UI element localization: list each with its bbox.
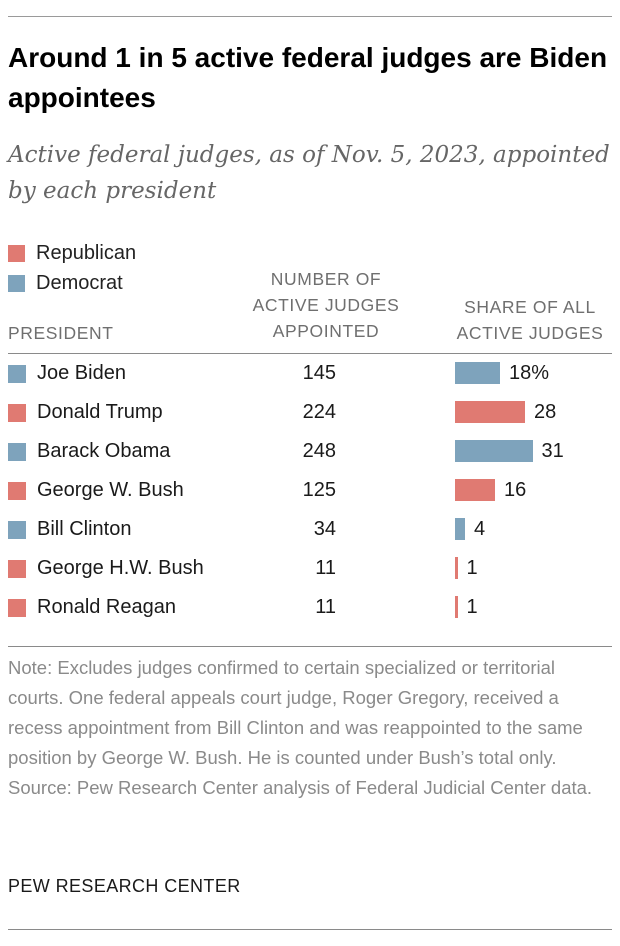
legend-item-republican: Republican [8,242,136,264]
party-swatch-donald-trump [8,404,26,422]
share-label-george-w-bush: 16 [504,479,527,501]
judge-count-george-h-w-bush: 11 [315,557,336,579]
chart-source: Source: Pew Research Center analysis of … [8,777,593,798]
legend-item-democrat: Democrat [8,272,123,294]
share-label-ronald-reagan: 1 [466,596,478,618]
chart-notes: Note: Excludes judges confirmed to certa… [8,653,614,803]
table-row-barack-obama: Barack Obama 248 31 [0,432,620,471]
table-row-joe-biden: Joe Biden 145 18% [0,354,620,393]
bottom-divider [8,929,612,930]
judge-count-george-w-bush: 125 [302,479,336,501]
table-row-donald-trump: Donald Trump 224 28 [0,393,620,432]
legend-label-democrat: Democrat [36,271,123,294]
party-swatch-joe-biden [8,365,26,383]
header-divider [8,353,612,354]
column-header-president: PRESIDENT [8,323,114,343]
column-header-count: NUMBER OF ACTIVE JUDGES APPOINTED [240,266,412,344]
table-row-ronald-reagan: Ronald Reagan 11 1 [0,588,620,627]
table-row-george-h-w-bush: George H.W. Bush 11 1 [0,549,620,588]
party-swatch-george-w-bush [8,482,26,500]
top-divider [8,16,612,17]
chart-note: Note: Excludes judges confirmed to certa… [8,657,583,768]
legend-label-republican: Republican [36,241,137,264]
table-row-bill-clinton: Bill Clinton 34 4 [0,510,620,549]
column-header-count-line-2: ACTIVE JUDGES [252,295,400,315]
share-bar-barack-obama [455,440,533,462]
share-label-bill-clinton: 4 [474,518,486,540]
president-name-joe-biden: Joe Biden [37,362,126,384]
legend-swatch-democrat [8,274,25,292]
president-name-ronald-reagan: Ronald Reagan [37,596,176,618]
share-label-donald-trump: 28 [534,401,557,423]
share-bar-donald-trump [455,401,525,423]
column-header-share-line-1: SHARE OF ALL [464,297,596,317]
share-label-barack-obama: 31 [541,440,564,462]
president-name-bill-clinton: Bill Clinton [37,518,132,540]
column-header-count-line-3: APPOINTED [272,321,380,341]
judge-count-barack-obama: 248 [302,440,336,462]
president-name-george-h-w-bush: George H.W. Bush [37,557,204,579]
legend-swatch-republican [8,244,25,262]
table-row-george-w-bush: George W. Bush 125 16 [0,471,620,510]
share-bar-george-w-bush [455,479,495,501]
share-label-joe-biden: 18% [509,362,550,384]
share-bar-joe-biden [455,362,500,384]
share-label-george-h-w-bush: 1 [466,557,478,579]
party-swatch-george-h-w-bush [8,560,26,578]
judge-count-joe-biden: 145 [302,362,336,384]
branding: PEW RESEARCH CENTER [8,876,241,896]
president-name-george-w-bush: George W. Bush [37,479,184,501]
party-swatch-ronald-reagan [8,599,26,617]
column-header-share-line-2: ACTIVE JUDGES [456,323,604,343]
chart-subtitle: Active federal judges, as of Nov. 5, 202… [8,142,610,204]
column-header-share: SHARE OF ALL ACTIVE JUDGES [446,294,614,346]
party-swatch-bill-clinton [8,521,26,539]
chart-title: Around 1 in 5 active federal judges are … [8,42,608,113]
table-bottom-divider [8,646,612,647]
party-swatch-barack-obama [8,443,26,461]
share-bar-ronald-reagan [455,596,458,618]
judge-count-donald-trump: 224 [302,401,336,423]
share-bar-george-h-w-bush [455,557,458,579]
president-name-barack-obama: Barack Obama [37,440,171,462]
judge-count-ronald-reagan: 11 [315,596,336,618]
president-name-donald-trump: Donald Trump [37,401,163,423]
share-bar-bill-clinton [455,518,465,540]
column-header-count-line-1: NUMBER OF [270,269,382,289]
judge-count-bill-clinton: 34 [313,518,336,540]
